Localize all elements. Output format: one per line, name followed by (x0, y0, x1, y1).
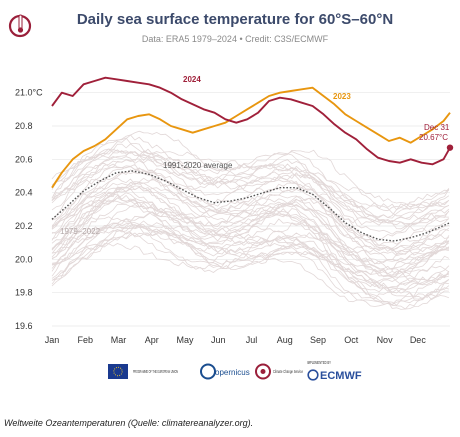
background-year-line (51, 230, 449, 300)
background-year-line (51, 220, 449, 310)
chart-subtitle: Data: ERA5 1979–2024 • Credit: C3S/ECMWF (142, 34, 329, 44)
background-year-line (51, 182, 449, 246)
series-2024-line (51, 76, 451, 166)
background-year-line (51, 224, 450, 307)
y-axis-ticks: 19.6 19.8 20.0 20.2 20.4 20.6 20.8 21.0°C (15, 88, 43, 331)
series-2023-line (51, 86, 451, 189)
figure-caption: Weltweite Ozeantemperaturen (Quelle: cli… (4, 418, 254, 428)
y-tick-label: 21.0°C (15, 88, 43, 98)
label-2024: 2024 (183, 75, 201, 84)
background-year-line (51, 177, 449, 264)
background-year-line (51, 167, 450, 255)
label-2023: 2023 (333, 92, 351, 101)
x-tick-label: Sep (310, 335, 326, 345)
background-year-line (51, 143, 450, 226)
c3s-logo: Climate Change Service (255, 363, 303, 380)
background-year-line (51, 150, 450, 208)
background-year-line (51, 151, 450, 235)
x-tick-label: Jun (211, 335, 226, 345)
eu-flag-logo: PROGRAMME OF THE EUROPEAN UNION (108, 364, 178, 379)
x-tick-label: Jan (45, 335, 60, 345)
x-tick-label: Oct (344, 335, 359, 345)
background-year-line (51, 211, 450, 282)
y-tick-label: 20.2 (15, 221, 33, 231)
background-year-line (51, 164, 450, 252)
y-tick-label: 20.8 (15, 121, 33, 131)
ecmwf-text: ECMWF (320, 370, 362, 382)
background-year-line (51, 203, 450, 292)
ecmwf-logo: IMPLEMENTED BY ECMWF (307, 360, 362, 382)
label-average: 1991-2020 average (163, 161, 233, 170)
background-year-line (51, 156, 450, 242)
background-year-line (51, 197, 449, 257)
background-year-line (51, 200, 449, 265)
background-year-line (51, 154, 450, 226)
background-year-line (51, 162, 449, 226)
x-tick-label: Dec (410, 335, 427, 345)
background-year-line (51, 168, 449, 233)
x-axis-ticks: Jan Feb Mar Apr May Jun Jul Aug Sep Oct Nov Dec (45, 335, 427, 345)
annotations: 2024 2023 1991-2020 average 1979–2022 De… (60, 75, 450, 236)
background-year-line (51, 158, 450, 226)
x-tick-label: Mar (111, 335, 127, 345)
background-year-line (51, 203, 450, 293)
background-year-line (51, 130, 450, 217)
x-tick-label: Nov (377, 335, 394, 345)
background-year-line (51, 166, 450, 250)
y-tick-label: 20.4 (15, 188, 33, 198)
c3s-text: Climate Change Service (273, 369, 303, 374)
x-tick-label: Jul (246, 335, 258, 345)
background-year-line (51, 148, 450, 212)
background-year-line (51, 186, 449, 272)
y-tick-label: 20.6 (15, 154, 33, 164)
average-line (51, 170, 451, 242)
endpoint-2024-marker (446, 144, 454, 151)
x-tick-label: May (177, 335, 195, 345)
background-year-line (51, 177, 450, 265)
label-endpoint-value: 20.67°C (419, 133, 448, 142)
chart-title: Daily sea surface temperature for 60°S–6… (77, 11, 393, 28)
background-series-1979-2022 (51, 130, 450, 310)
series-layer (51, 76, 454, 242)
thermometer-logo-icon (8, 14, 32, 38)
x-tick-label: Aug (277, 335, 293, 345)
logo-bar: PROGRAMME OF THE EUROPEAN UNION opernicu… (108, 360, 362, 382)
background-year-line (51, 177, 450, 273)
copernicus-text: opernicus (215, 368, 250, 377)
copernicus-logo: opernicus (200, 363, 250, 380)
x-tick-label: Feb (77, 335, 93, 345)
eu-programme-text: PROGRAMME OF THE EUROPEAN UNION (133, 369, 178, 374)
label-endpoint-date: Dec 31 (424, 123, 450, 132)
x-tick-label: Apr (145, 335, 159, 345)
y-tick-label: 20.0 (15, 254, 33, 264)
y-tick-label: 19.8 (15, 288, 33, 298)
background-year-line (51, 222, 450, 289)
label-background: 1979–2022 (60, 227, 101, 236)
y-tick-label: 19.6 (15, 321, 33, 331)
implemented-by-text: IMPLEMENTED BY (307, 360, 331, 365)
